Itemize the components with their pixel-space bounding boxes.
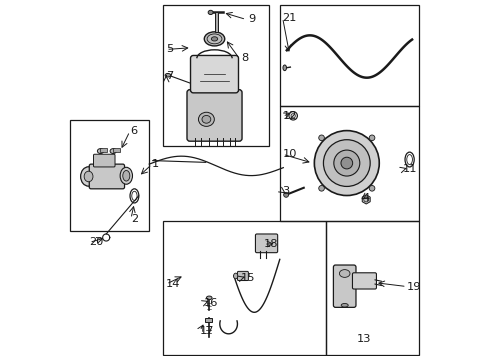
Ellipse shape — [208, 10, 213, 14]
Circle shape — [368, 185, 374, 191]
Circle shape — [368, 135, 374, 141]
Bar — [163, 221, 325, 355]
Ellipse shape — [84, 171, 93, 182]
Bar — [100, 148, 107, 152]
Text: 1: 1 — [152, 159, 159, 169]
Bar — [163, 5, 269, 147]
Circle shape — [318, 185, 324, 191]
Ellipse shape — [198, 112, 214, 126]
FancyBboxPatch shape — [186, 90, 242, 141]
Text: 13: 13 — [356, 334, 371, 345]
FancyBboxPatch shape — [237, 271, 248, 280]
Bar — [112, 148, 120, 152]
FancyBboxPatch shape — [93, 154, 115, 167]
Text: 10: 10 — [282, 149, 297, 159]
Text: 12: 12 — [282, 112, 296, 121]
Text: 16: 16 — [203, 298, 218, 308]
Ellipse shape — [120, 167, 132, 184]
Text: 4: 4 — [362, 193, 369, 203]
Text: 21: 21 — [282, 13, 296, 23]
FancyBboxPatch shape — [190, 55, 238, 93]
Text: 6: 6 — [130, 126, 137, 136]
Ellipse shape — [211, 37, 217, 41]
Circle shape — [323, 140, 369, 186]
Circle shape — [314, 131, 379, 195]
Ellipse shape — [283, 65, 286, 71]
Bar — [214, 13, 218, 32]
Text: 15: 15 — [241, 273, 255, 283]
Circle shape — [318, 135, 324, 141]
Text: 17: 17 — [199, 326, 214, 336]
Text: 5: 5 — [166, 45, 173, 54]
Text: 8: 8 — [241, 53, 248, 63]
Ellipse shape — [204, 32, 224, 46]
Text: 7: 7 — [166, 71, 173, 81]
Bar — [70, 120, 149, 231]
Text: 19: 19 — [406, 282, 421, 292]
Bar — [279, 5, 418, 106]
Ellipse shape — [97, 149, 103, 153]
Text: 2: 2 — [131, 214, 138, 224]
Text: 20: 20 — [89, 238, 103, 247]
Text: 11: 11 — [402, 165, 416, 174]
Bar — [279, 106, 418, 221]
FancyBboxPatch shape — [89, 164, 124, 189]
Circle shape — [283, 192, 288, 197]
Ellipse shape — [122, 171, 130, 181]
Ellipse shape — [110, 149, 116, 153]
Circle shape — [340, 157, 352, 169]
Text: 14: 14 — [166, 279, 180, 289]
Bar — [325, 221, 418, 355]
Text: 9: 9 — [247, 14, 255, 24]
Bar — [204, 318, 212, 322]
Ellipse shape — [81, 167, 96, 186]
Ellipse shape — [233, 273, 237, 279]
Circle shape — [333, 150, 359, 176]
Ellipse shape — [165, 73, 170, 77]
Ellipse shape — [206, 296, 212, 300]
Ellipse shape — [341, 303, 347, 307]
FancyBboxPatch shape — [352, 273, 376, 289]
Circle shape — [288, 112, 297, 120]
FancyBboxPatch shape — [333, 265, 355, 307]
Text: 3: 3 — [282, 186, 289, 196]
FancyBboxPatch shape — [255, 234, 277, 253]
Ellipse shape — [339, 270, 349, 277]
Ellipse shape — [202, 116, 210, 123]
Text: 18: 18 — [264, 239, 278, 249]
